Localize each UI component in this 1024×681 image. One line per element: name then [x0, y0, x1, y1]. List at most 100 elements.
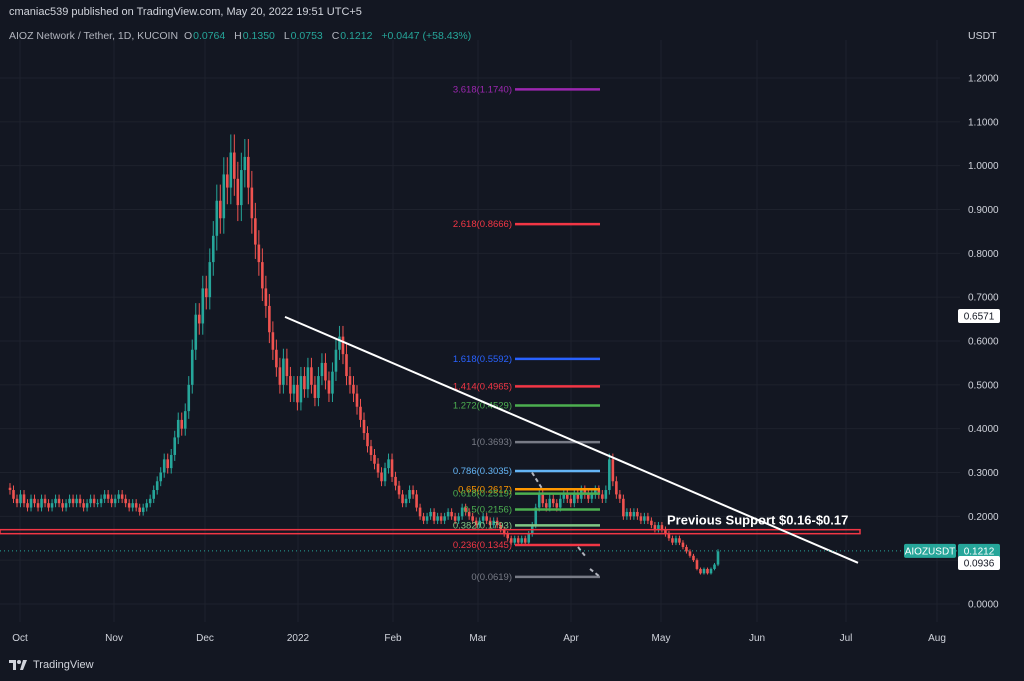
candle-body	[506, 533, 510, 539]
candle-body	[467, 511, 471, 517]
price-tick-label: 0.7000	[968, 293, 999, 304]
candle-body	[664, 529, 667, 534]
candle-body	[460, 507, 464, 517]
symbol-tag: AIOZUSDT	[905, 546, 956, 557]
candle-body	[85, 503, 89, 508]
candle-body	[513, 538, 517, 543]
candle-body	[439, 516, 443, 521]
candle-body	[562, 494, 566, 499]
fib-level-label: 0.65(0.2617)	[458, 484, 512, 495]
fib-level-label: 1(0.3693)	[471, 437, 512, 448]
candle-body	[713, 564, 716, 569]
fib-level-label: 1.272(0.4529)	[453, 400, 512, 411]
candle-body	[450, 511, 453, 517]
candle-body	[601, 494, 604, 499]
time-tick-label: Apr	[563, 633, 579, 644]
candle-body	[587, 494, 590, 499]
candle-body	[173, 437, 177, 455]
crosshair-price-label: 0.6571	[964, 311, 995, 322]
candle-body	[61, 503, 64, 508]
candle-body	[660, 525, 664, 530]
candle-body	[425, 516, 429, 521]
candle-body	[485, 516, 488, 521]
candle-body	[190, 349, 194, 385]
candle-body	[481, 516, 485, 521]
legend-high: H0.1350	[234, 30, 275, 42]
fib-level-label: 0.382(0.1793)	[453, 520, 512, 531]
legend-symbol[interactable]: AIOZ Network / Tether, 1D, KUCOIN	[9, 30, 179, 42]
candle-body	[176, 419, 180, 438]
fib-level-label: 0.618(0.2519)	[453, 489, 512, 500]
price-tick-label: 0.4000	[968, 424, 999, 435]
candle-body	[674, 538, 678, 543]
candle-body	[208, 262, 212, 298]
fib-trend-dash	[531, 471, 544, 491]
candle-body	[415, 494, 418, 508]
candle-body	[26, 503, 29, 508]
fib-level-label: 0(0.0619)	[471, 572, 512, 583]
candle-body	[103, 494, 106, 499]
time-tick-label: Nov	[105, 633, 123, 644]
candle-body	[243, 156, 247, 171]
fib-level-label: 0.5(0.2156)	[463, 504, 512, 515]
candle-body	[551, 498, 555, 504]
candle-body	[296, 384, 299, 403]
candle-body	[387, 459, 390, 469]
candle-body	[446, 511, 450, 517]
candle-body	[401, 494, 404, 504]
footer-brand: TradingView	[33, 659, 94, 671]
candle-body	[29, 498, 33, 508]
candle-body	[33, 498, 36, 504]
candle-body	[352, 384, 355, 394]
price-tick-label: 0.8000	[968, 249, 999, 260]
candle-body	[636, 511, 639, 517]
candle-body	[604, 490, 608, 499]
candle-body	[8, 487, 12, 491]
candle-body	[282, 358, 285, 385]
grid-lines	[0, 40, 960, 622]
candle-body	[141, 507, 145, 512]
candle-body	[355, 393, 359, 407]
candle-body	[338, 336, 341, 350]
price-tick-label: 1.0000	[968, 161, 999, 172]
candle-body	[590, 494, 594, 499]
price-tick-label: 1.1000	[968, 117, 999, 128]
candle-body	[608, 459, 611, 491]
published-info: cmaniac539 published on TradingView.com,…	[9, 6, 362, 18]
time-tick-label: Jun	[749, 633, 765, 644]
candle-body	[292, 384, 296, 394]
candle-body	[471, 516, 474, 521]
time-tick-label: Jul	[840, 633, 853, 644]
candle-body	[709, 568, 713, 574]
candle-body	[71, 498, 75, 504]
candle-body	[43, 498, 47, 504]
candle-body	[643, 516, 646, 521]
candle-body	[313, 384, 317, 398]
candle-body	[134, 503, 138, 508]
candle-body	[681, 542, 685, 548]
candle-body	[432, 511, 436, 521]
candle-body	[544, 503, 548, 508]
candle-body	[688, 551, 692, 556]
candle-body	[702, 568, 706, 574]
tradingview-footer[interactable]: TradingView	[8, 659, 94, 671]
candle-body	[180, 419, 184, 429]
candle-body	[492, 520, 495, 526]
candle-body	[117, 494, 120, 499]
price-tick-label: 1.2000	[968, 74, 999, 85]
candle-body	[576, 494, 580, 499]
candle-body	[320, 362, 324, 377]
candle-body	[334, 349, 338, 372]
candle-body	[422, 516, 425, 521]
candle-body	[474, 520, 478, 526]
currency-label[interactable]: USDT	[968, 30, 997, 42]
annotations: 3.618(1.1740) 2.618(0.8666) 1.618(0.5592) 1…	[0, 84, 1000, 583]
candle-body	[509, 538, 513, 543]
candle-body	[247, 156, 250, 188]
price-tick-label: 0.9000	[968, 205, 999, 216]
candle-body	[534, 507, 538, 526]
candle-body	[667, 533, 671, 539]
candle-body	[148, 498, 152, 504]
candle-body	[520, 538, 524, 543]
